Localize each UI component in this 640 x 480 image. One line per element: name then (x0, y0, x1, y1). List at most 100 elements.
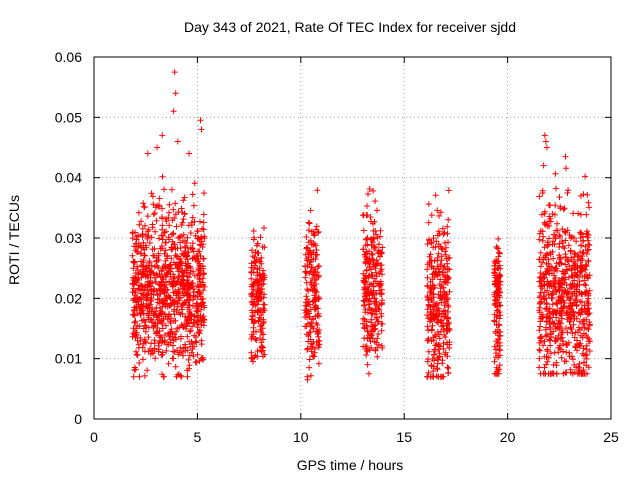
data-point (135, 271, 142, 278)
data-point (494, 283, 501, 290)
data-point (154, 292, 161, 298)
data-point (145, 262, 152, 269)
data-point (369, 256, 376, 263)
data-point (377, 233, 384, 240)
data-point (180, 292, 187, 299)
data-point (583, 342, 590, 349)
data-point (191, 332, 198, 339)
data-point (153, 328, 160, 335)
data-point (550, 328, 557, 335)
data-point (141, 372, 148, 379)
data-point (536, 193, 543, 200)
data-point (164, 316, 171, 323)
data-point (130, 274, 136, 281)
data-point (307, 286, 314, 293)
data-point (430, 334, 437, 341)
data-point (367, 338, 374, 345)
data-point (130, 373, 137, 380)
data-point (549, 319, 556, 325)
data-point (369, 236, 376, 243)
data-point (176, 309, 182, 316)
data-point (163, 228, 169, 235)
data-point (429, 276, 436, 283)
data-point (571, 290, 578, 297)
data-point (178, 222, 185, 228)
data-point (571, 334, 578, 341)
data-point (435, 291, 442, 298)
data-point (442, 334, 449, 340)
data-point (191, 180, 198, 187)
data-point (494, 312, 501, 319)
data-point (446, 341, 453, 348)
data-point (536, 346, 543, 353)
data-point (543, 144, 550, 151)
data-point (557, 294, 564, 301)
data-point (545, 370, 552, 377)
data-point (181, 210, 188, 217)
data-point (259, 309, 266, 316)
data-point (424, 373, 431, 380)
data-point (166, 333, 173, 340)
data-point (537, 334, 544, 340)
data-point (425, 236, 432, 243)
data-point (303, 293, 310, 300)
data-point (552, 235, 559, 242)
data-point (191, 272, 198, 279)
data-point (435, 356, 442, 363)
data-point (442, 351, 449, 358)
data-point (496, 262, 503, 269)
data-point (367, 214, 374, 220)
data-point (130, 258, 137, 265)
data-point (541, 220, 548, 227)
data-point (540, 256, 547, 263)
data-point (553, 300, 560, 306)
data-point (251, 354, 258, 361)
data-point (183, 239, 190, 246)
data-point (313, 223, 320, 230)
data-point (576, 278, 583, 285)
data-point (442, 307, 448, 314)
data-point (434, 360, 441, 367)
data-point (155, 342, 162, 349)
data-point (365, 286, 372, 293)
data-point (585, 246, 592, 253)
data-point (144, 294, 151, 301)
data-point (442, 291, 449, 298)
data-point (155, 250, 162, 257)
data-point (156, 235, 162, 242)
data-point (304, 346, 311, 353)
data-point (373, 339, 380, 346)
data-point (168, 186, 175, 193)
data-point (545, 241, 552, 248)
data-point (151, 252, 158, 259)
data-point (138, 301, 145, 308)
data-point (140, 325, 147, 332)
data-point (152, 355, 159, 362)
data-point (170, 348, 177, 355)
data-point (254, 287, 261, 294)
data-point (174, 245, 181, 252)
data-point (181, 243, 188, 250)
data-point (172, 334, 179, 341)
data-point (425, 201, 432, 208)
data-point (437, 294, 444, 301)
data-point (134, 310, 141, 316)
data-point (189, 323, 196, 330)
data-point (191, 286, 198, 293)
data-point (187, 327, 194, 334)
data-point (360, 246, 367, 253)
data-point (576, 341, 583, 348)
data-point (148, 298, 155, 304)
data-point (162, 337, 168, 344)
data-point (496, 346, 503, 353)
data-point (145, 290, 152, 297)
data-point (140, 356, 146, 363)
data-point (172, 200, 179, 207)
data-point (424, 282, 431, 289)
data-point (170, 337, 177, 344)
data-point (563, 309, 570, 316)
data-point (151, 337, 158, 344)
data-points (129, 69, 593, 383)
data-point (248, 331, 255, 338)
data-point (552, 337, 559, 344)
